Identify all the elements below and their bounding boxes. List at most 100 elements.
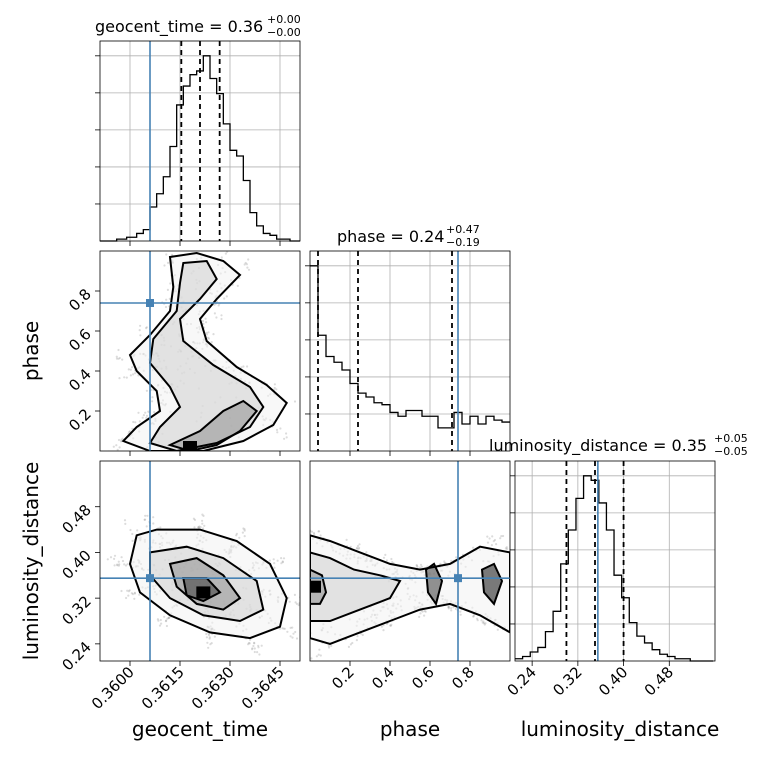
sample-point — [472, 615, 475, 618]
sample-point — [416, 565, 419, 569]
xlabel-phase: phase — [380, 717, 440, 741]
sample-point — [137, 411, 140, 414]
sample-point — [153, 411, 156, 414]
sample-point — [310, 530, 314, 533]
sample-point — [385, 559, 388, 562]
sample-point — [213, 635, 216, 638]
sample-point — [380, 625, 383, 628]
sample-point — [197, 238, 199, 240]
contour-level-1 — [148, 259, 265, 451]
sample-point — [115, 357, 119, 360]
sample-point — [120, 589, 123, 593]
sample-point — [201, 513, 204, 516]
sample-point — [107, 455, 109, 457]
sample-point — [116, 448, 119, 451]
sample-point — [206, 336, 210, 339]
sample-point — [117, 438, 121, 442]
sample-point — [194, 248, 196, 250]
sample-point — [165, 253, 168, 256]
x-tick-label-luminosity_distance-1: 0.32 — [549, 663, 585, 699]
sample-point — [418, 615, 421, 619]
sample-point — [275, 428, 279, 431]
sample-point — [213, 303, 216, 306]
sample-point — [384, 553, 387, 557]
sample-point — [129, 374, 132, 377]
x-tick-label-geocent_time-1: 0.3615 — [138, 663, 188, 713]
ylabel-phase: phase — [19, 321, 43, 381]
sample-point — [145, 327, 148, 330]
sample-point — [287, 522, 289, 524]
sample-point — [512, 636, 514, 638]
y-tick-label-luminosity_distance-0: 0.24 — [58, 638, 94, 674]
sample-point — [243, 263, 246, 266]
sample-point — [273, 562, 276, 565]
sample-point — [452, 606, 455, 609]
sample-point — [121, 358, 124, 361]
sample-point — [272, 558, 275, 561]
sample-point — [302, 639, 304, 641]
sample-point — [197, 526, 200, 529]
sample-point — [293, 400, 297, 403]
sample-point — [126, 589, 129, 592]
sample-point — [295, 523, 297, 525]
sample-point — [244, 261, 247, 265]
sample-point — [351, 641, 354, 645]
sample-point — [252, 644, 255, 648]
sample-point — [134, 475, 136, 477]
sample-point — [145, 525, 148, 528]
sample-point — [207, 646, 210, 649]
sample-point — [481, 621, 484, 624]
sample-point — [459, 610, 462, 613]
sample-point — [283, 627, 286, 630]
sample-point — [121, 559, 125, 563]
sample-point — [523, 639, 525, 641]
panel-frame — [99, 460, 301, 662]
sample-point — [313, 533, 316, 536]
contour-level-3 — [424, 562, 444, 607]
sample-point — [144, 514, 147, 517]
sample-point — [355, 546, 359, 550]
sample-point — [365, 551, 368, 554]
sample-point — [159, 526, 162, 529]
sample-point — [284, 650, 286, 652]
sample-point — [224, 252, 227, 255]
sample-point — [389, 624, 392, 627]
sample-point — [289, 525, 291, 527]
sample-point — [193, 526, 196, 529]
sample-point — [304, 527, 306, 529]
sample-point — [518, 631, 520, 633]
sample-point — [496, 628, 499, 631]
sample-point — [220, 317, 223, 321]
sample-point — [202, 514, 205, 518]
sample-point — [301, 410, 303, 412]
sample-point — [286, 630, 289, 633]
sample-point — [198, 525, 201, 528]
sample-point — [115, 355, 118, 358]
sample-point — [275, 388, 278, 391]
sample-point — [391, 561, 394, 564]
sample-point — [106, 558, 109, 561]
sample-point — [223, 297, 226, 300]
sample-point — [273, 386, 276, 390]
sample-point — [247, 643, 250, 646]
sample-point — [138, 420, 141, 423]
sample-point — [143, 518, 147, 521]
sample-point — [289, 635, 292, 638]
sample-point — [151, 396, 154, 399]
density-fill-0 — [310, 535, 510, 644]
sample-point — [307, 642, 309, 644]
sample-point — [276, 431, 279, 434]
sample-point — [202, 527, 205, 530]
sample-point — [120, 438, 123, 441]
sample-point — [256, 651, 259, 654]
sample-point — [302, 530, 304, 532]
sample-point — [210, 642, 213, 645]
sample-point — [128, 431, 131, 434]
sample-point — [303, 534, 305, 536]
sample-point — [520, 638, 522, 640]
sample-point — [138, 463, 140, 465]
sample-point — [161, 235, 163, 237]
sample-point — [472, 546, 475, 549]
sample-point — [315, 655, 318, 658]
sample-point — [247, 258, 250, 261]
